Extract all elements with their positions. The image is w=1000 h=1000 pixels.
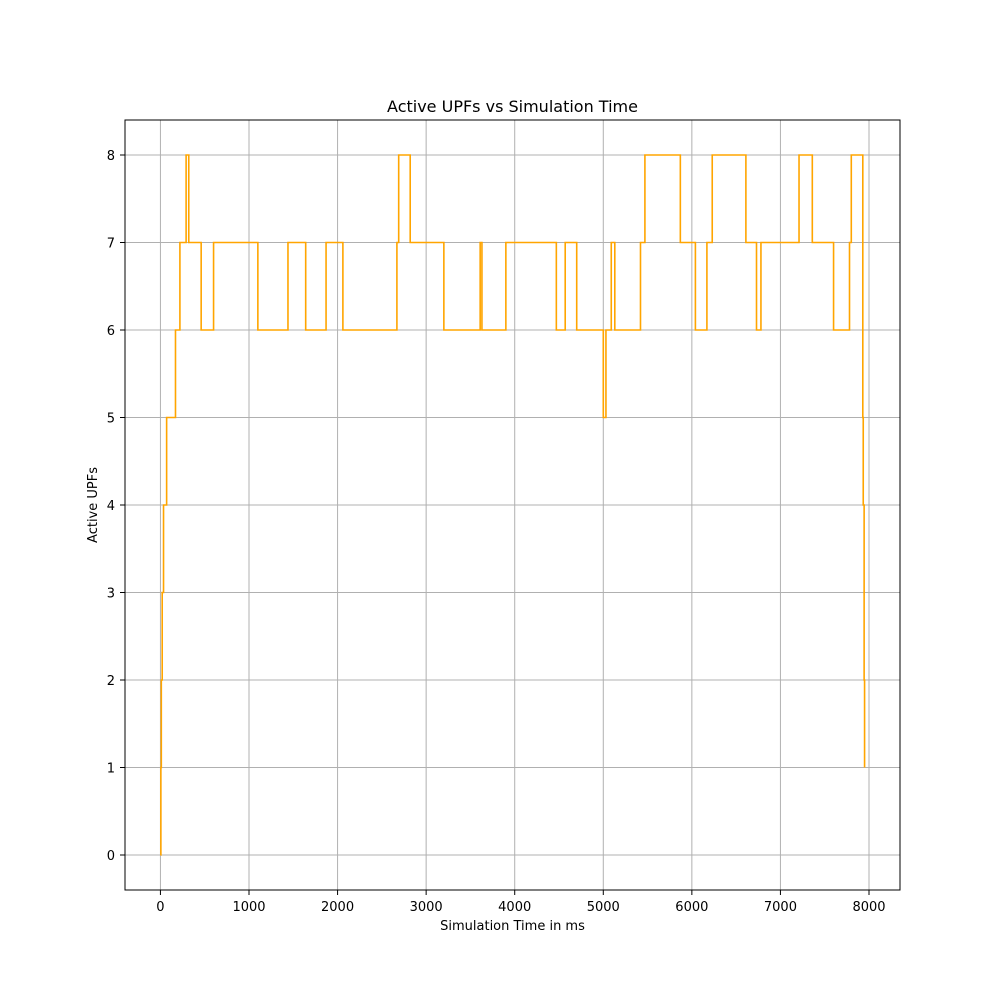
x-axis-label: Simulation Time in ms — [440, 919, 585, 934]
y-tick-label: 3 — [107, 587, 115, 602]
x-tick-label: 0 — [156, 900, 164, 915]
y-tick-label: 6 — [107, 324, 115, 339]
x-tick-label: 8000 — [852, 900, 885, 915]
x-tick-label: 2000 — [321, 900, 354, 915]
x-tick-label: 4000 — [498, 900, 531, 915]
series-layer — [160, 154, 866, 856]
y-tick-label: 2 — [107, 674, 115, 689]
y-axis-label: Active UPFs — [86, 467, 101, 543]
y-tick-label: 4 — [107, 499, 115, 514]
axis-ticks: 0 1000 2000 3000 4000 5000 6000 7000 8000 0 1 2 3 4 5 6… — [107, 149, 886, 915]
x-tick-label: 7000 — [764, 900, 797, 915]
y-tick-label: 0 — [107, 849, 115, 864]
y-tick-label: 7 — [107, 237, 115, 252]
series-line — [160, 154, 866, 856]
x-tick-label: 1000 — [232, 900, 265, 915]
x-tick-label: 5000 — [587, 900, 620, 915]
y-tick-label: 8 — [107, 149, 115, 164]
chart-title: Active UPFs vs Simulation Time — [387, 97, 638, 116]
y-tick-label: 5 — [107, 412, 115, 427]
x-tick-label: 3000 — [410, 900, 443, 915]
x-tick-label: 6000 — [675, 900, 708, 915]
y-tick-label: 1 — [107, 762, 115, 777]
